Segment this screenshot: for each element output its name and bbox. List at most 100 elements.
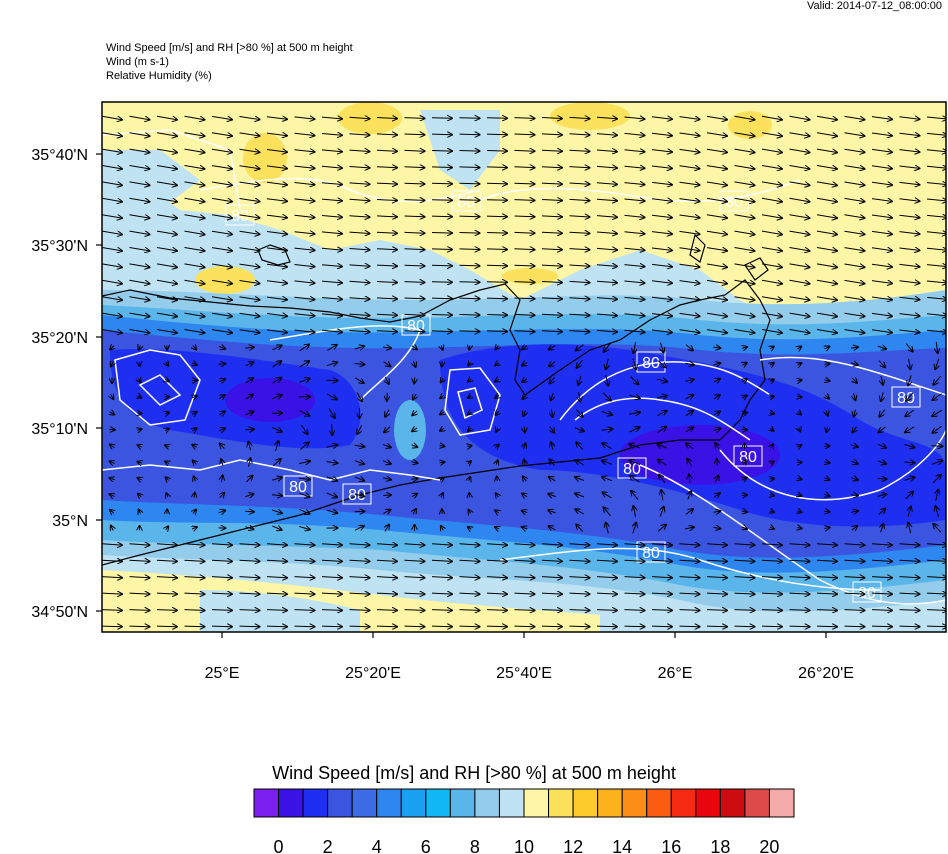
wind-arrow-897 <box>871 577 892 578</box>
wind-arrow-790 <box>495 527 499 529</box>
colorbar-swatch-4 <box>327 788 353 818</box>
wind-arrow-158 <box>156 197 177 201</box>
wind-arrow-457 <box>713 347 721 348</box>
wind-arrow-238 <box>651 232 672 234</box>
wind-arrow-330 <box>624 281 645 283</box>
wind-arrow-694 <box>411 478 417 479</box>
wind-arrow-841 <box>184 560 205 561</box>
wind-arrow-635 <box>495 445 499 448</box>
wind-arrow-589 <box>932 409 943 416</box>
wind-arrow-205 <box>596 216 617 218</box>
wind-arrow-963 <box>129 626 150 627</box>
wind-arrow-206 <box>624 215 645 217</box>
wind-arrow-778 <box>166 526 169 529</box>
colorbar-swatch-18 <box>670 788 697 818</box>
colorbar-swatch-8 <box>425 788 451 818</box>
wind-arrow-404 <box>102 329 122 333</box>
wind-arrow-429 <box>789 329 810 333</box>
wind-arrow-884 <box>514 577 535 578</box>
wind-arrow-558 <box>932 393 942 400</box>
wind-arrow-39 <box>294 133 315 135</box>
wind-arrow-224 <box>266 232 287 235</box>
wind-arrow-550 <box>713 395 720 399</box>
wind-arrow-580 <box>685 411 693 417</box>
crete-south-coast <box>102 439 720 566</box>
wind-arrow-271 <box>706 248 727 251</box>
wind-arrow-606 <box>550 426 555 433</box>
wind-arrow-840 <box>156 560 177 561</box>
wind-arrow-251 <box>156 247 177 251</box>
wind-arrow-66 <box>184 148 205 152</box>
wind-arrow-195 <box>321 216 342 218</box>
wind-arrow-272 <box>734 247 755 251</box>
wind-arrow-575 <box>551 409 552 417</box>
wind-arrow-441 <box>272 345 281 349</box>
wind-arrow-431 <box>844 330 865 333</box>
wind-arrow-475 <box>354 364 365 365</box>
wind-arrow-393 <box>651 314 672 316</box>
wind-arrow-50 <box>596 134 617 136</box>
wind-arrow-986 <box>761 626 782 627</box>
wind-arrow-472 <box>272 361 282 368</box>
wind-arrow-664 <box>440 462 445 463</box>
wind-arrow-858 <box>651 560 672 561</box>
wind-arrow-433 <box>899 330 920 332</box>
wind-arrow-865 <box>844 560 865 561</box>
wind-arrow-516 <box>630 376 639 385</box>
wind-arrow-309 <box>899 264 920 266</box>
wind-arrow-45 <box>459 134 480 135</box>
header-line-2: Wind (m s-1) <box>106 56 169 68</box>
wind-arrow-483 <box>577 359 583 368</box>
wind-arrow-262 <box>459 249 480 250</box>
wind-arrow-861 <box>734 560 755 561</box>
wind-arrow-49 <box>569 134 590 135</box>
wind-arrow-167 <box>404 200 425 201</box>
wind-arrow-946 <box>514 610 535 611</box>
wind-arrow-32 <box>102 132 122 136</box>
wind-arrow-386 <box>459 315 480 316</box>
field-gold-5 <box>728 111 772 139</box>
wind-arrow-446 <box>412 346 417 350</box>
wind-arrow-462 <box>850 347 858 348</box>
wind-arrow-914 <box>486 593 507 594</box>
wind-arrow-79 <box>541 150 562 151</box>
wind-arrow-988 <box>816 626 837 627</box>
svg-text:80: 80 <box>348 487 366 504</box>
wind-arrow-709 <box>825 478 830 480</box>
wind-arrow-579 <box>657 411 666 417</box>
colorbar-swatch-5 <box>351 788 378 818</box>
wind-arrow-964 <box>156 626 177 627</box>
wind-arrow-678 <box>824 462 829 463</box>
wind-arrow-899 <box>926 577 946 578</box>
wind-arrow-384 <box>404 314 425 315</box>
wind-arrow-642 <box>686 443 694 450</box>
wind-arrow-563 <box>218 411 225 415</box>
wind-arrow-977 <box>514 626 535 627</box>
wind-arrow-718 <box>220 493 224 498</box>
wind-arrow-74 <box>404 150 425 151</box>
wind-arrow-954 <box>734 610 755 611</box>
wind-arrow-440 <box>245 347 254 348</box>
rh-contour-loop-1-inner <box>457 387 483 420</box>
wind-arrow-665 <box>468 461 471 464</box>
wind-arrow-277 <box>871 248 892 251</box>
wind-arrow-672 <box>658 460 667 466</box>
wind-arrow-418 <box>486 331 507 332</box>
wind-arrow-432 <box>871 330 892 333</box>
wind-arrow-746 <box>139 510 141 514</box>
wind-arrow-587 <box>879 409 886 417</box>
wind-arrow-207 <box>651 215 672 217</box>
wind-arrow-827 <box>651 544 672 545</box>
wind-arrow-480 <box>495 363 499 366</box>
wind-arrow-33 <box>129 132 150 136</box>
wind-arrow-481 <box>522 362 527 365</box>
wind-arrow-957 <box>816 610 837 611</box>
wind-arrow-315 <box>211 280 232 283</box>
wind-arrow-285 <box>239 264 260 267</box>
wind-arrow-675 <box>743 460 746 465</box>
wind-arrow-184 <box>871 199 892 202</box>
wind-arrow-577 <box>601 412 612 415</box>
wind-arrow-34 <box>156 132 177 136</box>
wind-arrow-346 <box>211 297 232 300</box>
wind-arrow-459 <box>770 347 774 349</box>
